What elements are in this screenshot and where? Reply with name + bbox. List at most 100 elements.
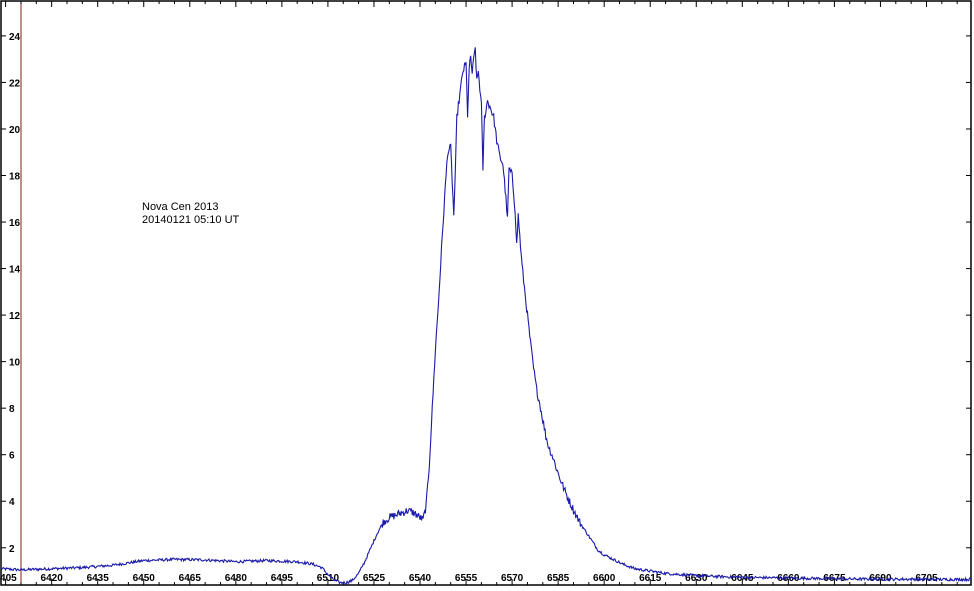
x-tick-label: 6465 xyxy=(179,573,202,584)
data-point xyxy=(470,56,471,57)
data-point xyxy=(476,82,477,83)
data-point xyxy=(524,287,525,288)
data-point xyxy=(419,517,420,518)
data-point xyxy=(533,368,534,369)
data-point xyxy=(358,573,359,574)
data-point xyxy=(481,105,482,106)
y-tick-label: 18 xyxy=(9,172,21,183)
data-point xyxy=(522,273,523,274)
data-point xyxy=(579,522,580,523)
data-point xyxy=(297,561,298,562)
data-point xyxy=(112,565,113,566)
data-point xyxy=(558,473,559,474)
data-point xyxy=(455,175,456,176)
x-tick-label: 6600 xyxy=(593,573,616,584)
data-point xyxy=(462,70,463,71)
data-point xyxy=(20,569,21,570)
data-point xyxy=(444,198,445,199)
x-tick-label: 6570 xyxy=(501,573,524,584)
y-tick-label: 10 xyxy=(9,358,21,369)
data-point xyxy=(911,579,912,580)
data-point xyxy=(490,107,491,108)
y-tick-label: 6 xyxy=(9,451,15,462)
data-point xyxy=(511,175,512,176)
data-point xyxy=(487,100,488,101)
data-point xyxy=(818,578,819,579)
data-point xyxy=(401,512,402,513)
data-point xyxy=(757,577,758,578)
data-point xyxy=(441,249,442,250)
data-point xyxy=(352,580,353,581)
data-point xyxy=(447,152,448,153)
x-tick-label: 6480 xyxy=(225,573,248,584)
data-point xyxy=(478,70,479,71)
data-point xyxy=(235,561,236,562)
data-point xyxy=(484,117,485,118)
x-tick-label: 6585 xyxy=(547,573,570,584)
data-point xyxy=(545,435,546,436)
data-point xyxy=(613,559,614,560)
data-point xyxy=(469,70,470,71)
data-point xyxy=(518,214,519,215)
data-point xyxy=(527,315,528,316)
data-point xyxy=(941,579,942,580)
data-point xyxy=(536,389,537,390)
data-point xyxy=(597,549,598,550)
data-point xyxy=(321,567,322,568)
y-tick-label: 20 xyxy=(9,125,21,136)
data-point xyxy=(564,489,565,490)
data-point xyxy=(496,140,497,141)
data-point xyxy=(505,198,506,199)
series-line xyxy=(0,47,972,585)
data-point xyxy=(340,582,341,583)
data-point xyxy=(726,576,727,577)
annotation-title: Nova Cen 2013 xyxy=(142,201,218,213)
data-point xyxy=(97,566,98,567)
data-point xyxy=(508,168,509,169)
data-point xyxy=(429,466,430,467)
y-tick-label: 22 xyxy=(9,78,21,89)
data-point xyxy=(499,156,500,157)
data-point xyxy=(450,147,451,148)
data-point xyxy=(370,547,371,548)
x-tick-label: 6615 xyxy=(639,573,662,584)
data-point xyxy=(548,447,549,448)
y-tick-label: 24 xyxy=(9,32,21,43)
data-point xyxy=(389,517,390,518)
x-tick-label: 6435 xyxy=(87,573,110,584)
data-point xyxy=(475,47,476,48)
data-point xyxy=(634,568,635,569)
data-point xyxy=(680,574,681,575)
data-point xyxy=(413,512,414,513)
data-point xyxy=(570,503,571,504)
data-point xyxy=(174,559,175,560)
x-tick-label: 6525 xyxy=(363,573,386,584)
data-point xyxy=(407,510,408,511)
data-point xyxy=(551,454,552,455)
x-tick-label: 6540 xyxy=(409,573,432,584)
data-point xyxy=(395,515,396,516)
y-tick-label: 14 xyxy=(9,265,21,276)
x-tick-label: 6495 xyxy=(271,573,294,584)
x-tick-label: 6420 xyxy=(41,573,64,584)
data-point xyxy=(333,580,334,581)
data-point xyxy=(453,214,454,215)
data-point xyxy=(604,554,605,555)
data-point xyxy=(435,349,436,350)
x-tick-label: 6450 xyxy=(133,573,156,584)
data-point xyxy=(502,163,503,164)
data-point xyxy=(650,570,651,571)
data-point xyxy=(554,463,555,464)
data-point xyxy=(622,563,623,564)
data-point xyxy=(665,573,666,574)
data-point xyxy=(788,577,789,578)
data-point xyxy=(128,562,129,563)
y-tick-label: 16 xyxy=(9,218,21,229)
x-tick-label: 6630 xyxy=(685,573,708,584)
y-tick-label: 2 xyxy=(9,544,15,555)
data-point xyxy=(467,114,468,115)
y-tick-label: 12 xyxy=(9,311,21,322)
